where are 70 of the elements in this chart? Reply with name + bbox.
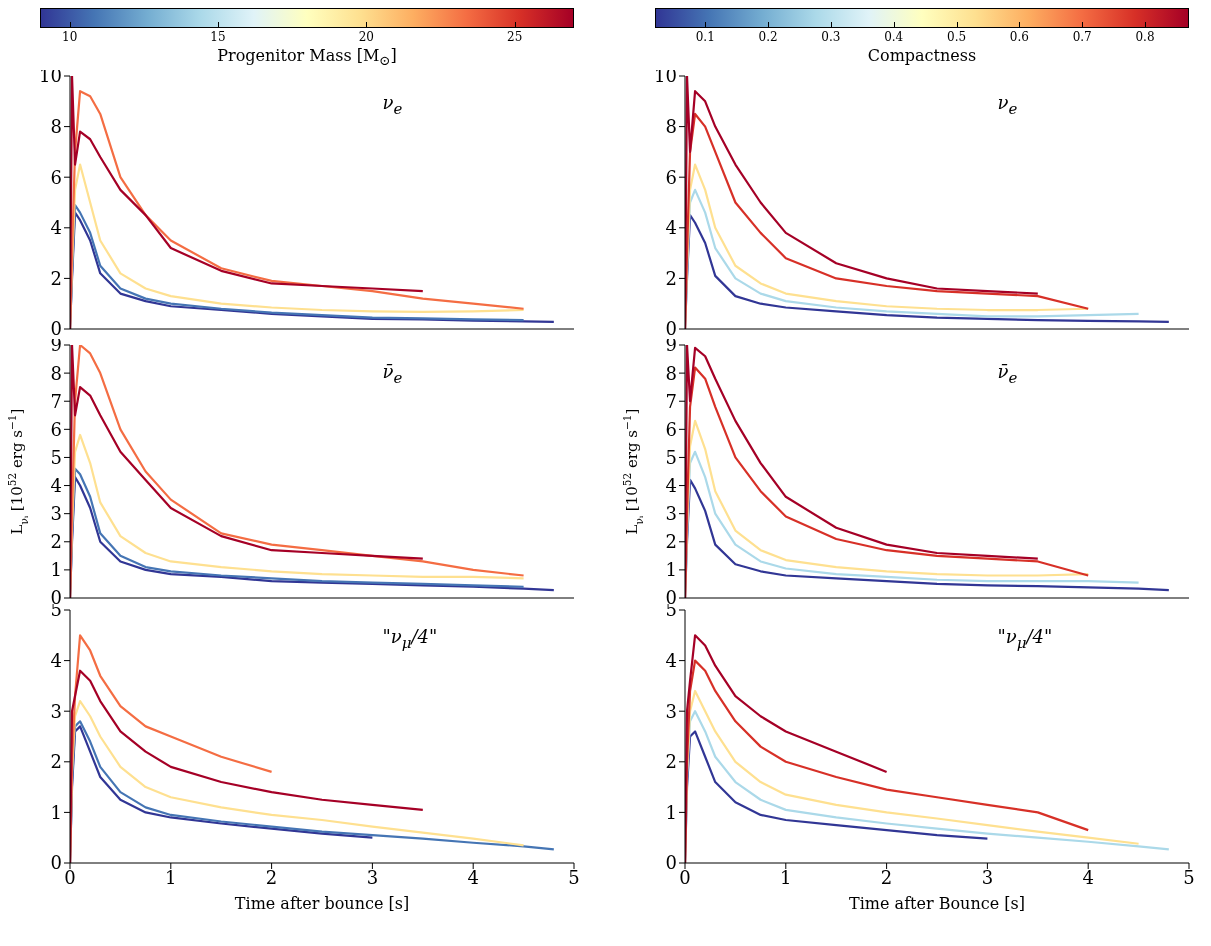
y-tick-label: 10	[39, 65, 62, 87]
y-tick-label: 0	[665, 852, 677, 874]
y-tick-label: 4	[665, 474, 677, 496]
y-tick-label: 2	[665, 267, 677, 289]
y-tick-label: 4	[50, 217, 62, 239]
y-tick-label: 7	[50, 390, 62, 412]
y-tick-label: 1	[665, 559, 677, 581]
y-tick-label: 5	[50, 446, 62, 468]
color-bar-label: 0.8	[1134, 30, 1156, 44]
y-tick-label: 8	[665, 115, 677, 137]
y-tick-label: 4	[50, 474, 62, 496]
annotation: ν̄$_{e}$	[997, 361, 1018, 387]
x-tick-label: 5	[568, 866, 580, 888]
y-tick-label: 4	[665, 217, 677, 239]
y-tick-label: 1	[665, 801, 677, 823]
x-tick-label: 3	[366, 866, 379, 888]
y-tick-label: 6	[665, 418, 677, 440]
y-tick-label: 3	[50, 503, 62, 525]
x-tick-label: 1	[780, 866, 792, 888]
annotation: "ν$_{μ}$/4"	[997, 626, 1053, 652]
y-tick-label: 0	[50, 852, 62, 874]
color-bar-label: 10	[61, 30, 79, 44]
x-tick-label: 0	[679, 866, 691, 888]
annotation: ν̄$_{e}$	[382, 361, 403, 387]
y-tick-label: 4	[50, 649, 62, 671]
x-tick-label: 2	[265, 866, 278, 888]
x-tick-label: 2	[880, 866, 893, 888]
y-tick-label: 2	[665, 751, 677, 773]
y-tick-label: 3	[665, 503, 677, 525]
y-tick-label: 2	[50, 267, 62, 289]
y-tick-label: 8	[50, 115, 62, 137]
y-tick-label: 3	[665, 700, 677, 722]
color-bar-label: 0.3	[820, 30, 842, 44]
y-tick-label: 8	[50, 362, 62, 384]
y-tick-label: 6	[50, 166, 62, 188]
y-tick-label: 1	[50, 559, 62, 581]
y-tick-label: 10	[654, 65, 677, 87]
color-bar-label: 20	[357, 30, 375, 44]
color-bar-label: 0.1	[694, 30, 716, 44]
annotation: ν$_{e}$	[382, 92, 403, 118]
color-bar-label: 15	[209, 30, 227, 44]
x-axis-title: Time after Bounce [s]	[849, 894, 1025, 913]
x-tick-label: 1	[165, 866, 177, 888]
x-axis-title: Time after bounce [s]	[234, 894, 410, 913]
x-tick-label: 0	[64, 866, 76, 888]
y-tick-label: 6	[50, 418, 62, 440]
y-tick-label: 3	[50, 700, 62, 722]
color-bar-title: Compactness	[866, 46, 978, 65]
y-tick-label: 1	[50, 801, 62, 823]
annotation: "ν$_{μ}$/4"	[382, 626, 438, 652]
color-bar-label: 0.5	[946, 30, 968, 44]
x-tick-label: 3	[981, 866, 994, 888]
y-tick-label: 2	[50, 531, 62, 553]
y-tick-label: 7	[665, 390, 677, 412]
color-bar-label: 0.2	[757, 30, 779, 44]
y-tick-label: 8	[665, 362, 677, 384]
x-tick-label: 4	[1082, 866, 1094, 888]
x-tick-label: 4	[467, 866, 479, 888]
y-tick-label: 2	[50, 751, 62, 773]
annotation: ν$_{e}$	[997, 92, 1018, 118]
color-bar-label: 0.4	[883, 30, 905, 44]
y-tick-label: 5	[665, 446, 677, 468]
color-bar-label: 0.6	[1008, 30, 1030, 44]
y-tick-label: 2	[665, 531, 677, 553]
color-bar-label: 25	[506, 30, 524, 44]
color-bar-title: Progenitor Mass [M$_{⊙}$]	[217, 46, 397, 69]
color-bar-label: 0.7	[1071, 30, 1093, 44]
y-tick-label: 4	[665, 649, 677, 671]
x-tick-label: 5	[1183, 866, 1195, 888]
y-tick-label: 6	[665, 166, 677, 188]
